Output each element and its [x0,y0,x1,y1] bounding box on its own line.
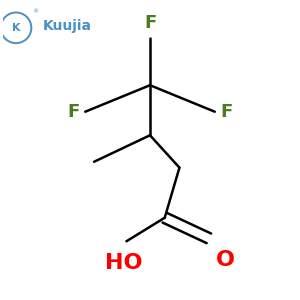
Text: K: K [12,23,20,33]
Text: Kuujia: Kuujia [43,19,92,33]
Text: F: F [67,103,79,121]
Text: ®: ® [32,10,38,15]
Text: O: O [216,250,235,270]
Text: F: F [144,14,156,32]
Text: HO: HO [105,253,142,273]
Text: F: F [221,103,233,121]
